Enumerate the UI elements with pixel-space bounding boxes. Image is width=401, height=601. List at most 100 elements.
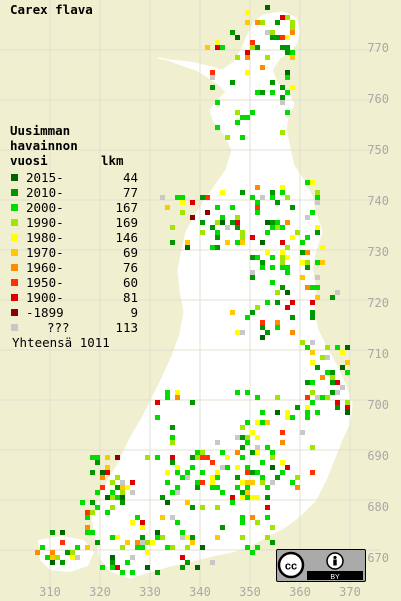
observation-square xyxy=(250,515,255,520)
observation-square xyxy=(125,540,130,545)
observation-square xyxy=(185,535,190,540)
legend-count: 146 xyxy=(115,230,138,245)
observation-square xyxy=(205,45,210,50)
observation-square xyxy=(325,395,330,400)
legend-swatch xyxy=(11,249,18,256)
observation-square xyxy=(210,475,215,480)
legend-label: -1899 xyxy=(26,305,64,320)
legend-item: 1990- 169 xyxy=(10,215,138,230)
observation-square xyxy=(160,535,165,540)
observation-square xyxy=(330,375,335,380)
observation-square xyxy=(250,235,255,240)
observation-square xyxy=(260,480,265,485)
observation-square xyxy=(255,20,260,25)
observation-square xyxy=(295,485,300,490)
observation-square xyxy=(305,395,310,400)
observation-square xyxy=(170,515,175,520)
legend-count-header: lkm xyxy=(101,153,124,168)
observation-square xyxy=(125,560,130,565)
observation-square xyxy=(315,230,320,235)
observation-square xyxy=(315,295,320,300)
observation-square xyxy=(130,555,135,560)
legend-item: 2010- 77 xyxy=(10,185,138,200)
observation-square xyxy=(250,40,255,45)
observation-square xyxy=(240,330,245,335)
observation-square xyxy=(220,45,225,50)
observation-square xyxy=(300,275,305,280)
observation-square xyxy=(100,485,105,490)
legend-item: -1899 9 xyxy=(10,305,138,320)
legend-heading-line-2: havainnon xyxy=(10,138,78,153)
observation-square xyxy=(255,90,260,95)
observation-square xyxy=(95,505,100,510)
observation-square xyxy=(240,425,245,430)
observation-square xyxy=(250,195,255,200)
observation-square xyxy=(135,515,140,520)
observation-square xyxy=(320,355,325,360)
observation-square xyxy=(215,100,220,105)
observation-squares xyxy=(35,5,350,575)
observation-square xyxy=(230,220,235,225)
legend-label: 1960- xyxy=(26,260,64,275)
y-tick-label: 750 xyxy=(367,143,389,157)
legend-swatch xyxy=(11,324,18,331)
observation-square xyxy=(285,410,290,415)
observation-square xyxy=(215,475,220,480)
legend-count: 169 xyxy=(115,215,138,230)
legend-swatch xyxy=(11,204,18,211)
observation-square xyxy=(245,495,250,500)
observation-square xyxy=(90,500,95,505)
observation-square xyxy=(290,20,295,25)
observation-square xyxy=(200,480,205,485)
observation-square xyxy=(240,435,245,440)
license-badge[interactable]: cc BY xyxy=(276,549,366,582)
observation-square xyxy=(330,370,335,375)
observation-square xyxy=(40,545,45,550)
observation-square xyxy=(235,35,240,40)
observation-square xyxy=(85,525,90,530)
observation-square xyxy=(280,130,285,135)
observation-square xyxy=(235,390,240,395)
legend-item: 2015- 44 xyxy=(10,170,138,185)
observation-square xyxy=(160,195,165,200)
observation-square xyxy=(260,335,265,340)
observation-square xyxy=(245,115,250,120)
observation-square xyxy=(115,475,120,480)
observation-square xyxy=(190,215,195,220)
observation-square xyxy=(255,445,260,450)
observation-square xyxy=(265,505,270,510)
legend-swatch xyxy=(11,294,18,301)
observation-square xyxy=(195,485,200,490)
observation-square xyxy=(245,390,250,395)
y-tick-label: 670 xyxy=(367,551,389,565)
observation-square xyxy=(285,465,290,470)
observation-square xyxy=(305,285,310,290)
observation-square xyxy=(250,310,255,315)
observation-square xyxy=(265,535,270,540)
observation-square xyxy=(200,220,205,225)
observation-square xyxy=(220,450,225,455)
observation-square xyxy=(110,480,115,485)
observation-square xyxy=(280,45,285,50)
observation-square xyxy=(270,540,275,545)
observation-square xyxy=(105,455,110,460)
observation-square xyxy=(310,180,315,185)
observation-square xyxy=(200,470,205,475)
legend-count: 167 xyxy=(115,200,138,215)
observation-square xyxy=(190,540,195,545)
observation-square xyxy=(240,515,245,520)
y-tick-label: 770 xyxy=(367,41,389,55)
observation-square xyxy=(290,300,295,305)
observation-square xyxy=(265,230,270,235)
observation-square xyxy=(280,95,285,100)
observation-square xyxy=(255,255,260,260)
observation-square xyxy=(270,465,275,470)
observation-square xyxy=(260,410,265,415)
observation-square xyxy=(195,450,200,455)
observation-square xyxy=(190,455,195,460)
observation-square xyxy=(155,530,160,535)
observation-square xyxy=(305,405,310,410)
observation-square xyxy=(265,250,270,255)
observation-square xyxy=(250,270,255,275)
legend-swatch xyxy=(11,219,18,226)
